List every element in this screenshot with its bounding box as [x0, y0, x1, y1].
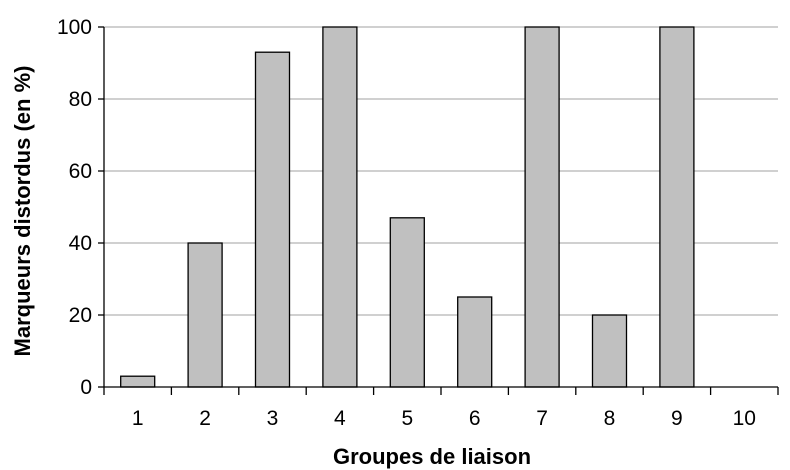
bar-5 [389, 217, 425, 388]
bar-3 [254, 51, 291, 388]
bar-7 [524, 26, 560, 388]
x-tick-label: 2 [199, 407, 211, 430]
x-axis-title: Groupes de liaison [333, 444, 531, 469]
x-tick-labels: 1 2 3 4 5 6 7 8 9 10 [132, 407, 756, 430]
x-tick-label: 8 [604, 407, 616, 430]
bar-6 [457, 296, 493, 388]
bar-2 [187, 242, 223, 388]
x-tick-label: 3 [267, 407, 279, 430]
x-tick-label: 9 [671, 407, 683, 430]
x-tick-label: 10 [733, 407, 756, 430]
bar-9 [659, 26, 695, 388]
bars [120, 26, 695, 388]
x-tick-label: 4 [334, 407, 346, 430]
axes [98, 26, 779, 395]
bar-4 [322, 26, 358, 388]
y-tick-label: 0 [80, 376, 92, 399]
x-tick-label: 7 [536, 407, 548, 430]
y-axis-title: Marqueurs distordus (en %) [10, 66, 35, 357]
y-tick-label: 80 [69, 88, 92, 111]
y-tick-labels: 0 20 40 60 80 100 [57, 16, 92, 399]
bar-1 [120, 375, 156, 388]
y-tick-label: 40 [69, 232, 92, 255]
x-tick-label: 1 [132, 407, 144, 430]
y-tick-label: 20 [69, 304, 92, 327]
y-tick-label: 60 [69, 160, 92, 183]
bar-8 [591, 314, 628, 388]
x-tick-label: 6 [469, 407, 481, 430]
y-tick-label: 100 [57, 16, 92, 39]
x-tick-label: 5 [401, 407, 413, 430]
